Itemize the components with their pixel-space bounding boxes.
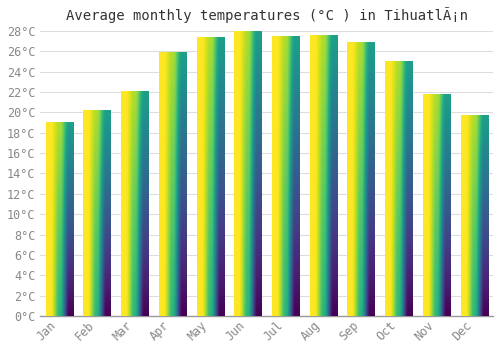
Title: Average monthly temperatures (°C ) in TihuatlÃ¡n: Average monthly temperatures (°C ) in Ti… [66,7,468,23]
